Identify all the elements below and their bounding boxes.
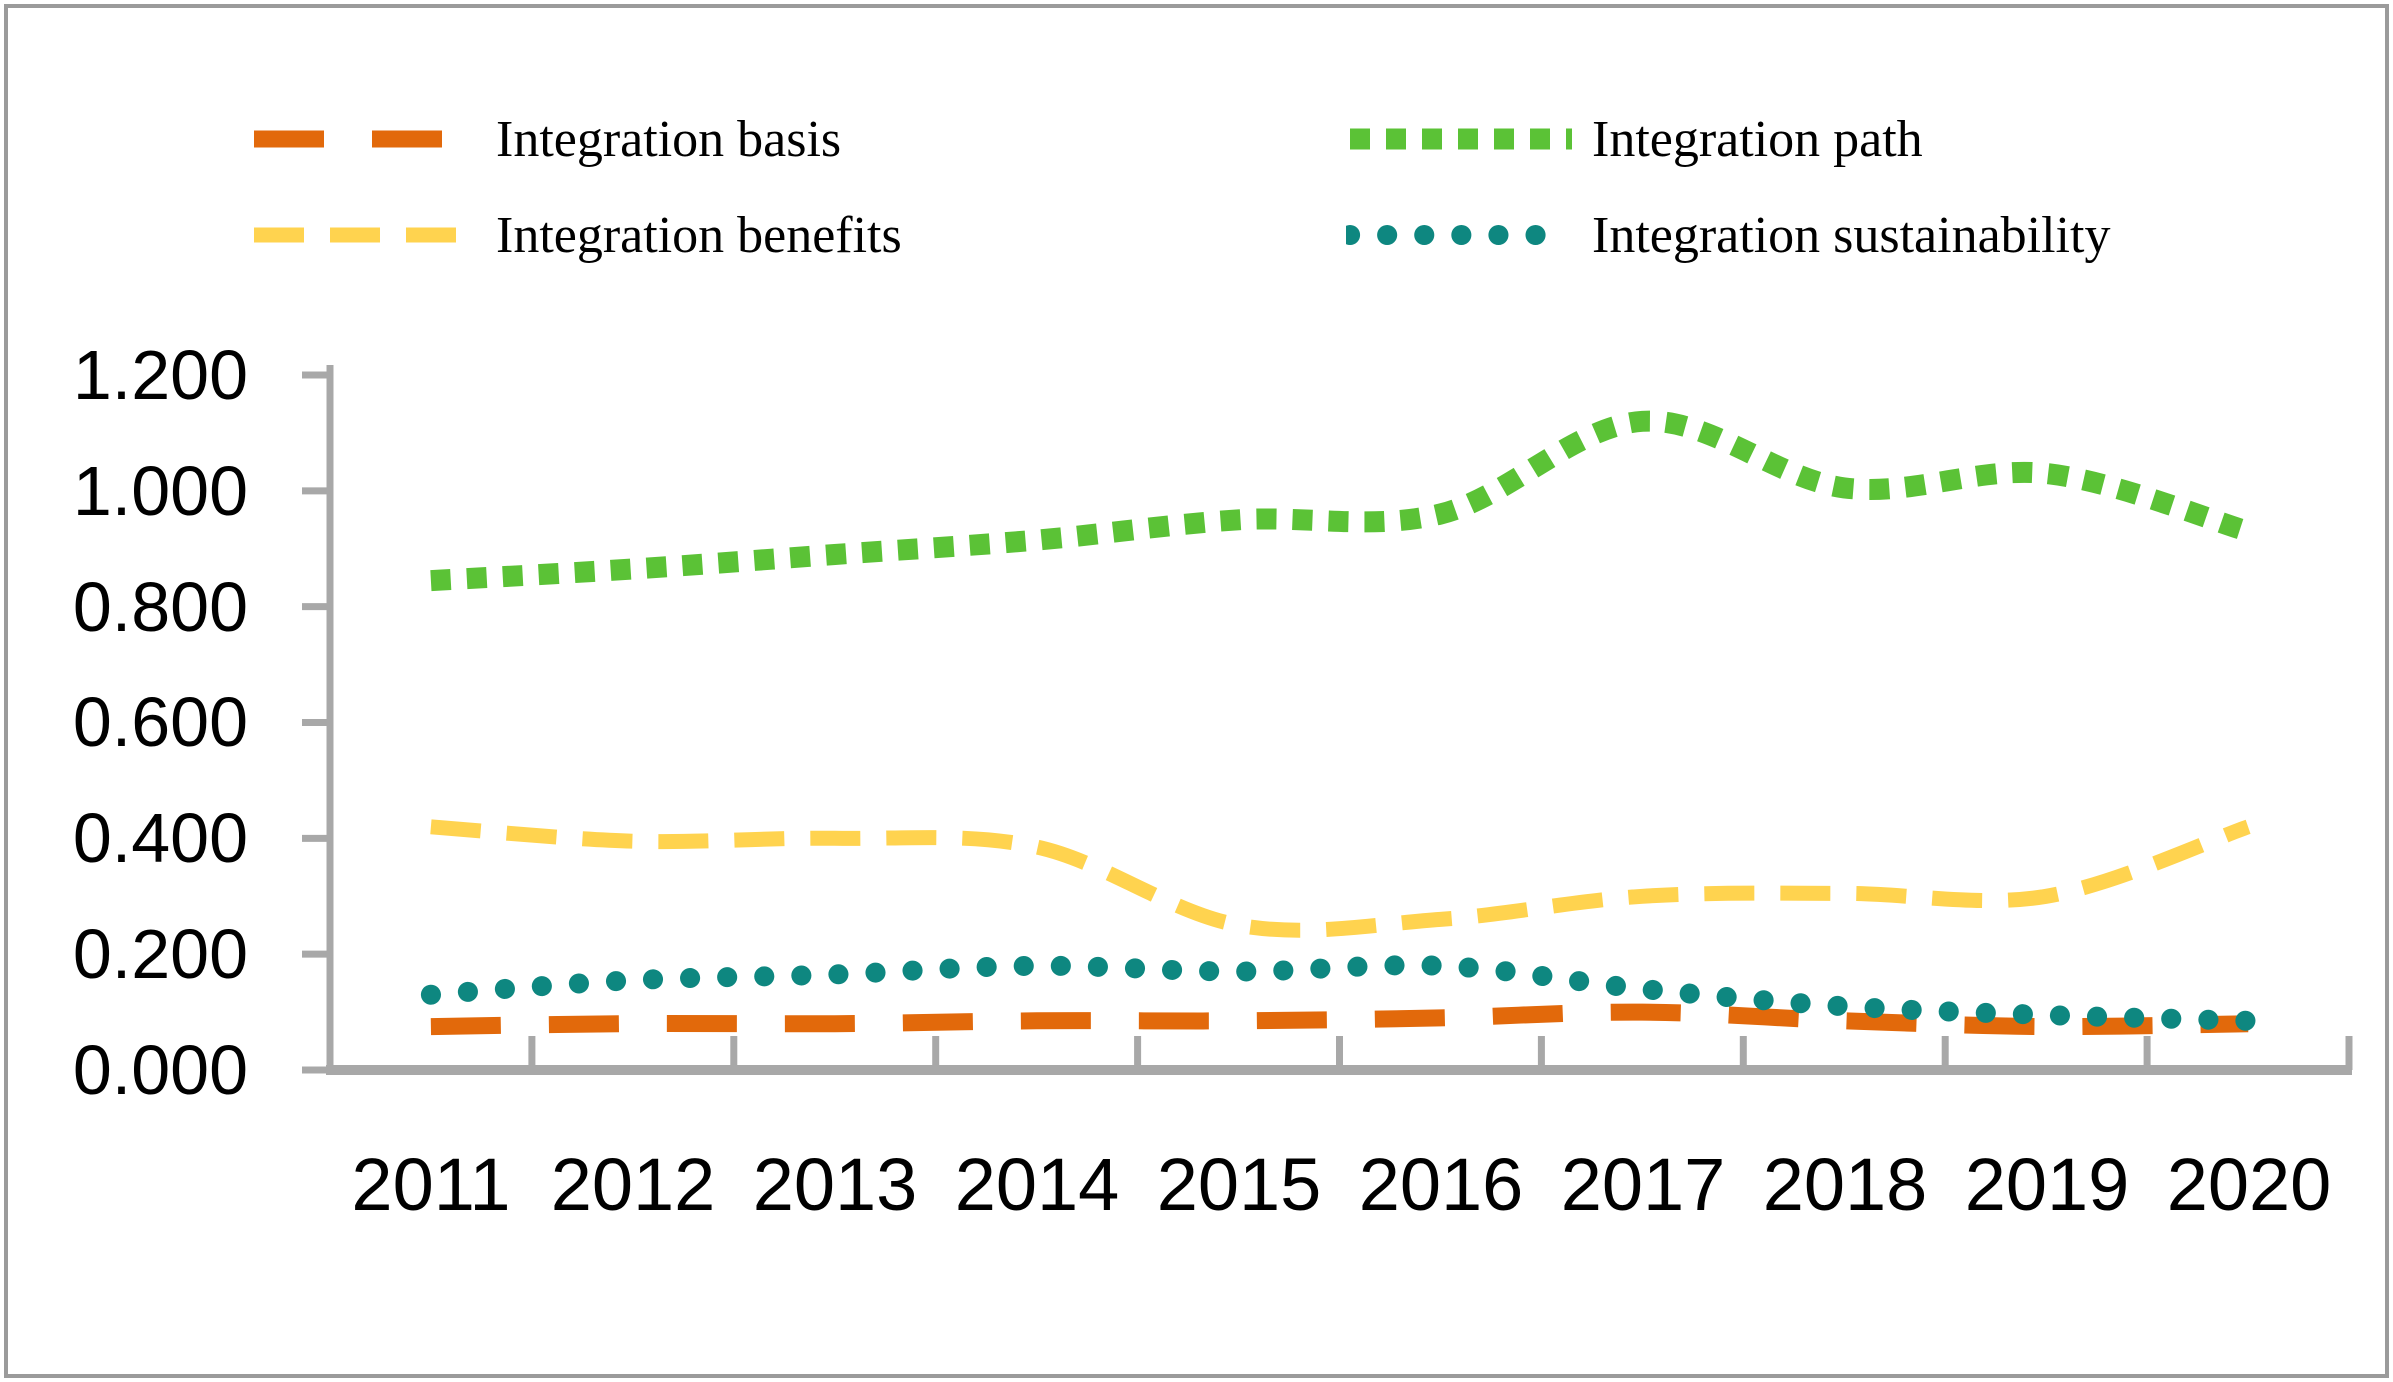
legend-line-swatch-green xyxy=(1350,128,1572,150)
x-tick-label: 2018 xyxy=(1762,1143,1928,1226)
series-line-integration-benefits xyxy=(430,819,2251,938)
x-tick-label: 2015 xyxy=(1156,1143,1322,1226)
x-tick-label: 2020 xyxy=(2166,1143,2332,1226)
y-tick-label: 0.200 xyxy=(72,915,248,993)
legend-line-swatch-teal xyxy=(1346,225,1576,245)
legend-line-swatch-orange xyxy=(254,130,476,148)
legend-label: Integration sustainability xyxy=(1592,206,2111,264)
y-tick-label: 1.200 xyxy=(72,336,248,414)
series-line-integration-basis xyxy=(430,1003,2249,1036)
legend-item-integration-basis: Integration basis xyxy=(250,102,841,176)
x-tick-label: 2019 xyxy=(1964,1143,2130,1226)
x-tick-label: 2017 xyxy=(1560,1143,1726,1226)
legend-line-swatch-yellow xyxy=(254,227,476,243)
legend-item-integration-sustainability: Integration sustainability xyxy=(1346,198,2110,272)
y-tick-label: 0.000 xyxy=(72,1031,248,1109)
legend-label: Integration path xyxy=(1592,110,1923,168)
legend-item-integration-path: Integration path xyxy=(1346,102,1923,176)
chart-outer-border xyxy=(4,4,2389,1378)
legend-label: Integration benefits xyxy=(496,206,902,264)
x-tick-label: 2013 xyxy=(752,1143,918,1226)
x-tick-label: 2016 xyxy=(1358,1143,1524,1226)
x-tick-label: 2014 xyxy=(954,1143,1120,1226)
legend-label: Integration basis xyxy=(496,110,842,168)
x-tick-label: 2012 xyxy=(550,1143,716,1226)
y-tick-label: 0.600 xyxy=(72,683,248,761)
legend-item-integration-benefits: Integration benefits xyxy=(250,198,902,272)
y-tick-label: 0.800 xyxy=(72,568,248,646)
x-tick-label: 2011 xyxy=(351,1143,511,1226)
series-line-integration-path xyxy=(430,410,2252,592)
series-line-integration-sustainability xyxy=(420,955,2259,1031)
y-tick-label: 1.000 xyxy=(72,452,248,530)
y-tick-label: 0.400 xyxy=(72,799,248,877)
